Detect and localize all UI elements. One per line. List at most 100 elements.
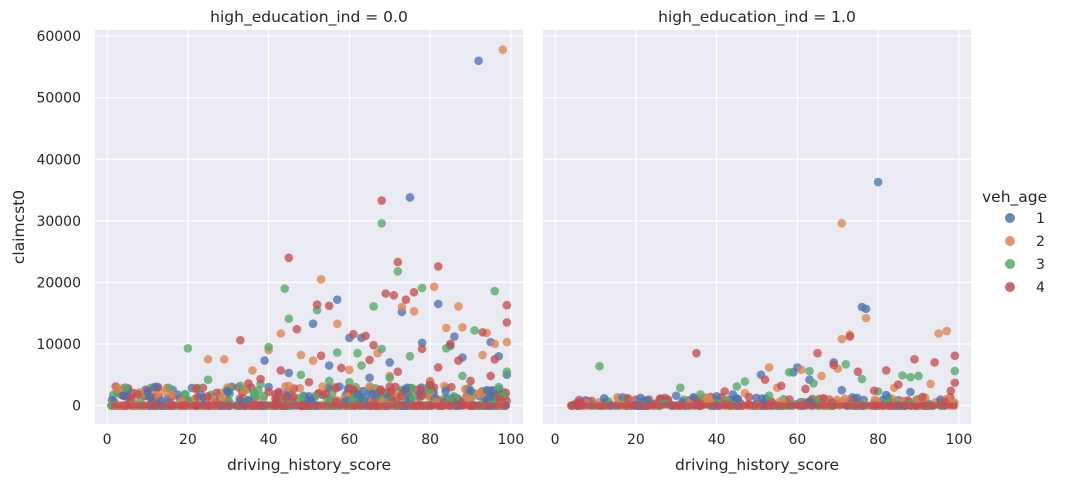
data-point [121,383,130,392]
data-point-series-4 [244,379,253,388]
data-point-series-4 [801,384,810,394]
data-point [636,393,646,403]
data-point-series-4 [389,291,399,300]
data-point-series-2 [704,394,713,404]
data-point-series-4 [361,331,370,341]
data-point-series-1 [643,395,653,405]
facet-left: 0 20 40 60 80 100 0 10000 20000 30000 40000 50000 60… [36,8,524,475]
data-point [623,394,633,403]
data-point-series-3 [345,377,354,387]
data-point [289,392,298,401]
data-point-series-2 [203,355,213,364]
data-point [482,385,492,395]
legend-label-2: 2 [1036,234,1045,250]
data-point-series-3 [405,351,415,361]
data-point-series-3 [805,366,814,376]
data-point-series-4 [264,387,273,397]
data-point-series-4 [950,378,960,388]
data-point-series-2 [316,275,326,284]
data-point-series-4 [292,324,302,334]
legend-marker-3 [1005,259,1015,269]
data-point [415,393,424,402]
data-point-series-1 [837,385,847,395]
data-point-series-2 [276,329,286,338]
data-point-series-3 [332,348,342,357]
data-point-series-3 [950,366,960,376]
legend-marker-1 [1005,213,1015,223]
data-point-series-3 [417,283,427,293]
plot-area [543,30,971,424]
data-point-series-3 [264,342,273,352]
data-point-series-4 [345,383,354,393]
data-point-series-3 [393,267,403,276]
data-point-series-2 [308,356,318,365]
data-point [416,385,426,394]
data-point-series-1 [906,387,915,397]
data-point [819,393,828,403]
data-point [297,392,307,402]
data-point-series-1 [284,368,294,378]
data-point-series-4 [409,287,419,297]
data-point-series-4 [433,262,443,271]
data-point-series-1 [401,385,411,394]
data-point-series-1 [365,373,374,383]
data-point [840,394,850,404]
data-point-series-3 [494,382,504,392]
data-point [150,382,160,392]
data-point-series-2 [837,219,847,228]
data-point [133,390,143,399]
data-point [331,384,341,393]
data-point-series-2 [409,307,419,316]
x-tick-label: 100 [946,432,973,448]
data-point [196,390,206,400]
data-point-series-3 [280,284,290,293]
data-point-series-1 [385,358,395,367]
plot-area [95,30,523,424]
data-point-series-4 [433,363,443,372]
data-point-series-4 [316,351,326,360]
data-point-series-2 [498,45,508,54]
data-point-series-3 [595,361,604,371]
data-point-series-4 [881,366,891,375]
data-point-series-4 [381,289,391,298]
data-point-series-4 [425,380,435,390]
data-point-series-4 [845,332,855,341]
data-point-series-1 [223,387,233,397]
data-point-series-3 [236,381,245,391]
data-point-series-2 [397,302,407,312]
data-point-series-4 [454,356,463,365]
data-point [145,392,155,402]
data-point-series-4 [502,318,512,327]
y-tick-label: 10000 [36,337,81,353]
data-point-series-4 [813,348,822,358]
data-point [852,393,862,403]
data-point [472,389,482,399]
data-point-series-2 [458,323,467,332]
x-tick-label: 0 [551,432,560,448]
y-axis-label: claimcst0 [10,190,28,264]
data-point-series-3 [458,371,467,381]
data-point-series-2 [167,390,177,399]
data-point [462,392,472,402]
data-point-series-2 [764,363,774,372]
data-point-series-1 [405,193,415,202]
data-point-series-2 [454,302,463,311]
data-point-series-1 [353,390,362,399]
x-tick-label: 80 [869,432,887,448]
data-point-series-4 [393,367,403,376]
data-point-series-4 [256,374,265,384]
data-point [191,384,201,393]
data-point-series-3 [914,371,923,381]
data-point [367,390,377,399]
x-tick-label: 80 [421,432,439,448]
data-point-series-1 [881,390,891,400]
y-tick-label: 40000 [36,152,81,168]
y-tick-label: 0 [72,399,81,415]
data-point-series-3 [764,391,774,400]
data-point-series-3 [470,326,479,335]
data-point-series-4 [490,355,500,364]
data-point [485,392,495,402]
data-point-series-3 [841,359,851,369]
data-point-series-3 [696,390,705,399]
data-point-series-3 [183,343,193,353]
